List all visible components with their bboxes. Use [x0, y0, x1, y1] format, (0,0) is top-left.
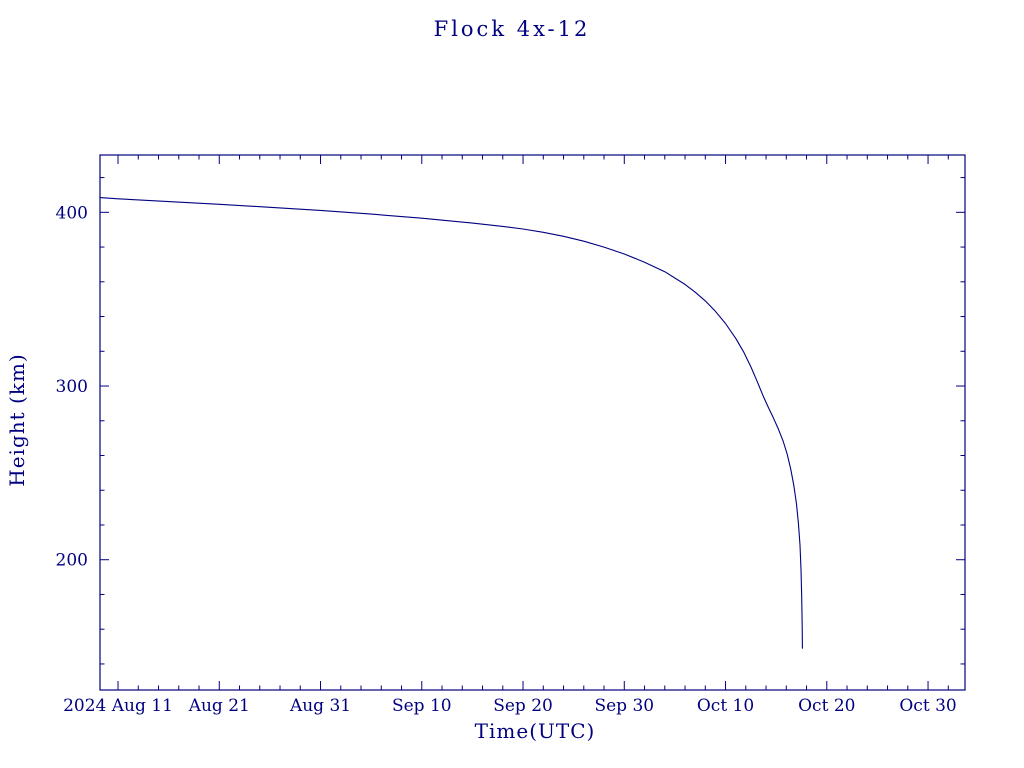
chart-title: Flock 4x-12 — [433, 17, 591, 41]
decay-curve — [99, 197, 803, 649]
y-axis-title: Height (km) — [5, 353, 29, 487]
x-axis-title: Time(UTC) — [474, 719, 596, 743]
plot-frame — [99, 154, 966, 691]
x-tick-label: Oct 20 — [798, 696, 855, 716]
x-tick-label: Aug 21 — [188, 696, 250, 716]
x-tick-label: Sep 10 — [392, 696, 452, 716]
y-tick-label: 200 — [56, 551, 88, 571]
x-tick-label: Oct 30 — [899, 696, 956, 716]
x-tick-label: Sep 30 — [594, 696, 654, 716]
x-tick-label: 2024 Aug 11 — [63, 696, 173, 716]
x-tick-label: Sep 20 — [493, 696, 553, 716]
y-tick-label: 400 — [56, 203, 88, 223]
x-tick-label: Oct 10 — [697, 696, 754, 716]
x-tick-label: Aug 31 — [289, 696, 351, 716]
y-tick-label: 300 — [56, 377, 88, 397]
